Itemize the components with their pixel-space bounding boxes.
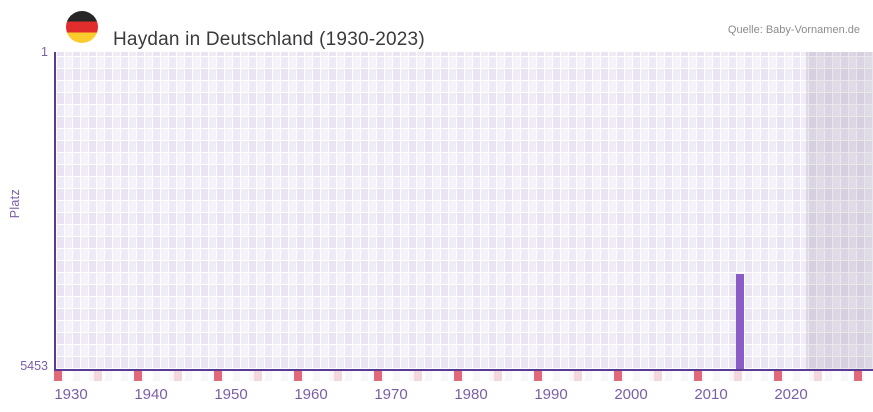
half-decade-tick-1975 [414,371,422,381]
x-axis-label-1950: 1950 [214,386,248,403]
half-decade-tick-2025 [814,371,822,381]
decade-tick-2030 [854,371,862,381]
y-axis-max-label: 1 [41,45,48,59]
decade-tick-1990 [534,371,542,381]
half-decade-tick-1985 [494,371,502,381]
decade-tick-2000 [614,371,622,381]
decade-tick-2010 [694,371,702,381]
x-axis-label-1930: 1930 [54,386,88,403]
decade-tick-1930 [54,371,62,381]
x-tick-row [54,371,873,381]
x-axis-label-1970: 1970 [374,386,408,403]
x-axis-label-2000: 2000 [614,386,648,403]
rank-bar-2015[interactable] [736,274,744,370]
x-axis-labels: 1930 1940 1950 1960 1970 1980 1990 2000 2010 2020 [0,386,873,406]
x-axis-label-1990: 1990 [534,386,568,403]
half-decade-tick-2005 [654,371,662,381]
y-axis-line [54,52,56,371]
german-flag-icon [66,11,98,43]
half-decade-tick-1945 [174,371,182,381]
decade-tick-2020 [774,371,782,381]
decade-tick-1940 [134,371,142,381]
half-decade-tick-1995 [574,371,582,381]
x-axis-line [54,369,873,371]
decade-tick-1950 [214,371,222,381]
half-decade-tick-1935 [94,371,102,381]
x-axis-label-2020: 2020 [774,386,808,403]
source-label: Quelle: Baby-Vornamen.de [727,24,860,36]
x-axis-label-1960: 1960 [294,386,328,403]
decade-tick-1970 [374,371,382,381]
y-axis-title: Platz [8,189,22,219]
half-decade-tick-2015 [734,371,742,381]
decade-tick-1960 [294,371,302,381]
half-decade-tick-1955 [254,371,262,381]
decade-tick-1980 [454,371,462,381]
chart-title: Haydan in Deutschland (1930-2023) [113,28,425,50]
x-axis-label-1940: 1940 [134,386,168,403]
x-axis-label-1980: 1980 [454,386,488,403]
no-data-region [806,52,873,369]
x-axis-label-2010: 2010 [694,386,728,403]
y-axis-min-label: 5453 [20,359,48,373]
plot-area [56,52,873,370]
half-decade-tick-1965 [334,371,342,381]
